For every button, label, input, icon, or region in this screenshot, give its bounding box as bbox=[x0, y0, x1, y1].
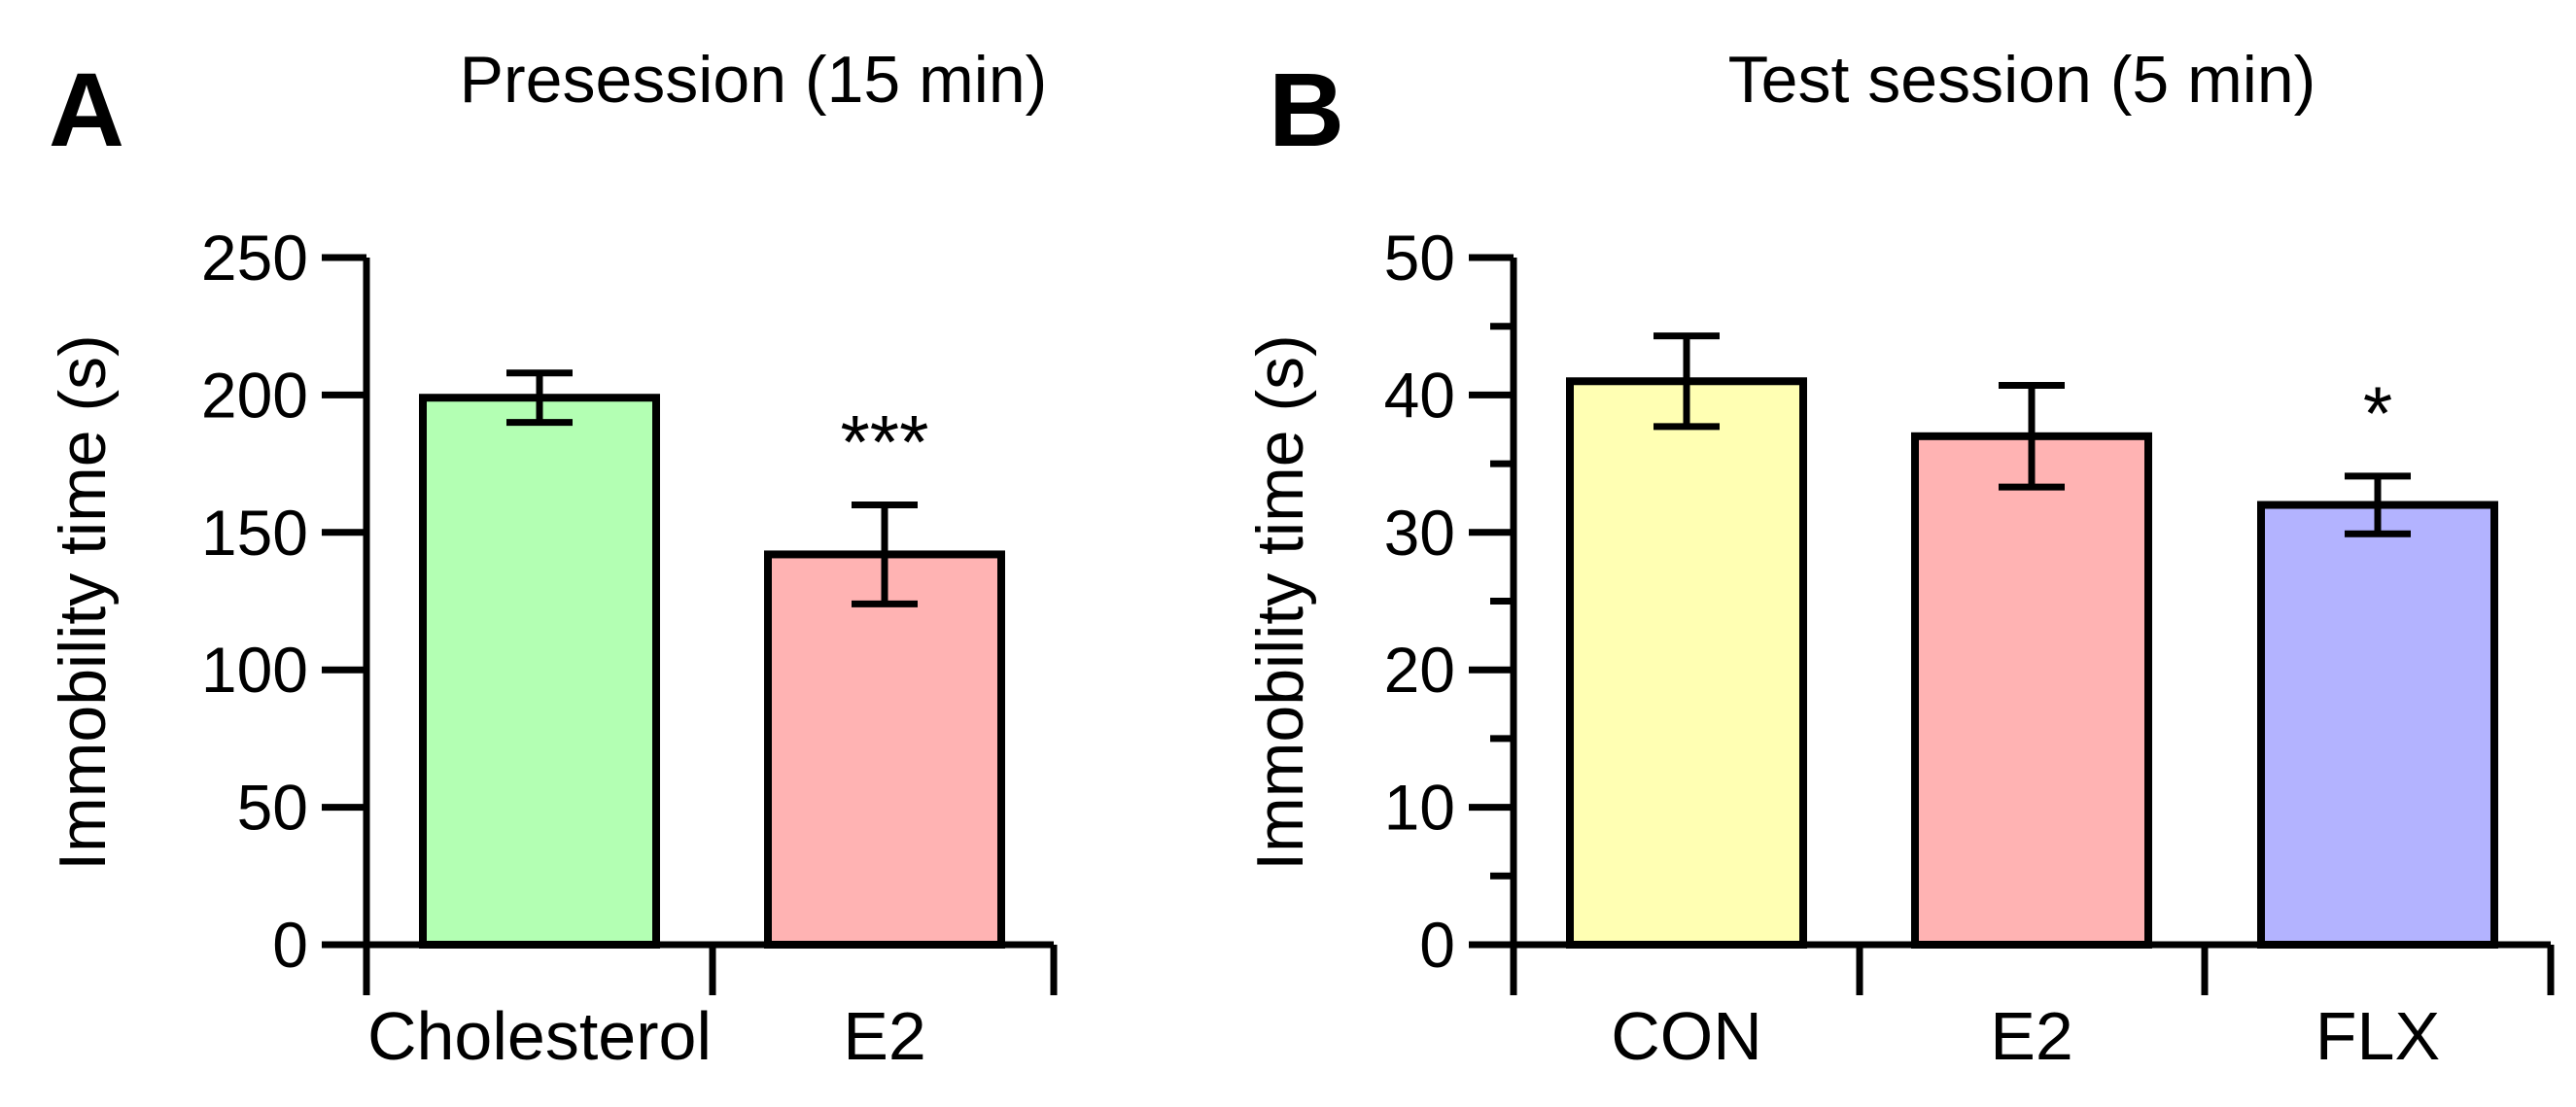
panel-a-bar-e2 bbox=[764, 550, 1005, 949]
panel-a-significance-label: *** bbox=[840, 399, 928, 485]
panel-a-category-label: E2 bbox=[843, 998, 926, 1074]
panel-b-bar-e2 bbox=[1911, 432, 2152, 949]
panel-a-y-tick-label: 200 bbox=[201, 359, 308, 431]
panel-b-y-tick-label: 30 bbox=[1384, 497, 1455, 569]
panel-a-y-tick-label: 0 bbox=[272, 909, 308, 981]
panel-b-significance-label: * bbox=[2363, 370, 2392, 456]
panel-a-bar-cholesterol bbox=[419, 394, 660, 949]
panel-b-bar-flx bbox=[2257, 501, 2498, 950]
panel-b-y-axis-title: Immobility time (s) bbox=[1243, 334, 1317, 871]
panel-b-y-tick-label: 0 bbox=[1419, 909, 1455, 981]
panel-a-letter: A bbox=[49, 51, 124, 168]
panel-b-title: Test session (5 min) bbox=[1728, 43, 2316, 117]
panel-a-y-tick-label: 50 bbox=[237, 772, 308, 844]
panel-b-letter: B bbox=[1269, 51, 1344, 168]
panel-b-y-tick-label: 40 bbox=[1384, 359, 1455, 431]
panel-a-category-label: Cholesterol bbox=[367, 998, 712, 1074]
panel-b-bar-con bbox=[1566, 377, 1807, 949]
panel-b-category-label: CON bbox=[1611, 998, 1762, 1074]
panel-a-y-tick-label: 100 bbox=[201, 634, 308, 706]
panel-b-plot: 0 10 20 30 40 50 CON E2 * FLX bbox=[1384, 222, 2555, 1074]
panel-b-y-tick-label: 50 bbox=[1384, 222, 1455, 294]
panel-a-y-axis-title: Immobility time (s) bbox=[46, 334, 120, 871]
panel-a-title: Presession (15 min) bbox=[460, 43, 1048, 117]
panel-b-y-tick-label: 10 bbox=[1384, 772, 1455, 844]
panel-b-category-label: FLX bbox=[2315, 998, 2440, 1074]
panel-b-category-label: E2 bbox=[1990, 998, 2073, 1074]
panel-b-y-tick-label: 20 bbox=[1384, 634, 1455, 706]
panel-a-y-tick-label: 250 bbox=[201, 222, 308, 294]
panel-a-y-tick-label: 150 bbox=[201, 497, 308, 569]
panel-a-plot: 0 50 100 150 200 250 Cholesterol *** E2 bbox=[201, 222, 1058, 1074]
